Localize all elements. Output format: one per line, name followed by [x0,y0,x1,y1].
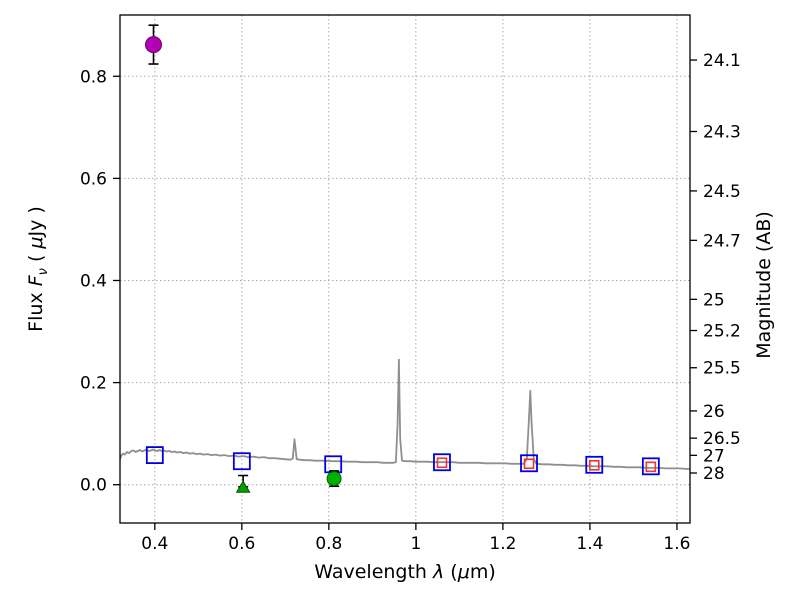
magenta-detection [145,36,163,54]
x-tick-label: 0.4 [141,534,168,554]
left-y-axis-label: Flux Fν ( μJy ) [25,206,51,332]
magnitude-tick-label: 26 [703,402,725,422]
x-tick-label: 1.4 [576,534,603,554]
green-detection [326,471,342,487]
right-y-axis-label: Magnitude (AB) [753,211,775,359]
magnitude-tick-label: 27 [703,446,725,466]
axes: 0.4 0.6 0.8 1 1.2 1.4 1.6 0.0 0.2 0.4 0.6 0.8 24.1 24… [80,14,741,554]
flux-tick-label: 0.4 [80,271,107,291]
magnitude-tick-label: 25.5 [703,359,741,379]
flux-tick-label: 0.2 [80,374,107,394]
magnitude-tick-label: 25.2 [703,322,741,342]
x-tick-label: 1 [410,534,421,554]
magnitude-tick-label: 24.3 [703,122,741,142]
x-axis-label: Wavelength λ (μm) [314,561,495,583]
green-upper-limit [235,480,251,493]
flux-tick-label: 0.8 [80,67,107,87]
magnitude-tick-label: 24.5 [703,182,741,202]
magnitude-tick-label: 24.1 [703,51,741,71]
magnitude-tick-label: 25 [703,290,725,310]
magnitude-tick-label: 24.7 [703,231,741,251]
flux-tick-label: 0.0 [80,476,107,496]
model-spectrum-line [120,358,690,470]
observed-photometry-squares [436,457,657,473]
x-tick-label: 0.6 [228,534,255,554]
magnitude-tick-label: 28 [703,464,725,484]
magnitude-tick-label: 26.5 [703,429,741,449]
x-tick-label: 1.2 [489,534,516,554]
x-tick-label: 1.6 [663,534,690,554]
x-tick-label: 0.8 [315,534,342,554]
grid [120,15,690,523]
axis-labels: Wavelength λ (μm) Flux Fν ( μJy ) Magnitud… [25,206,775,583]
detections [145,24,342,493]
model-photometry-squares [145,446,660,476]
flux-tick-label: 0.6 [80,169,107,189]
